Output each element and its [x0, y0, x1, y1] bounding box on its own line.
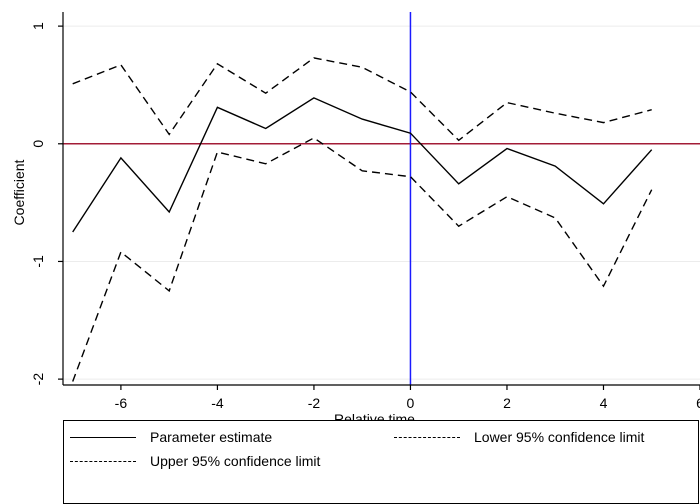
y-tick-label: 1	[30, 22, 46, 30]
legend-swatch-dashed	[70, 460, 136, 462]
x-tick-label: 4	[600, 395, 608, 411]
legend-label: Upper 95% confidence limit	[150, 453, 321, 469]
legend-label: Parameter estimate	[150, 429, 273, 445]
legend: Parameter estimate Lower 95% confidence …	[63, 420, 699, 504]
legend-item-parameter-estimate: Parameter estimate	[70, 429, 272, 445]
legend-item-upper-ci: Upper 95% confidence limit	[70, 453, 320, 469]
series-line-upper-ci	[72, 57, 652, 142]
y-tick-label: -2	[30, 373, 46, 386]
series-line-lower-ci	[72, 137, 653, 382]
x-tick-label: 2	[503, 395, 511, 411]
axes: -2 -1 0 1 -6 -4 -2 0 2 4 6	[30, 12, 700, 411]
y-tick-label: 0	[30, 140, 46, 148]
x-tick-label: -4	[211, 395, 224, 411]
x-tick-label: -6	[115, 395, 128, 411]
y-tick-label: -1	[30, 255, 46, 268]
line-chart: -2 -1 0 1 -6 -4 -2 0 2 4 6 Relative time Coefficie…	[11, 12, 700, 420]
x-axis-title: Relative time	[334, 411, 415, 420]
legend-item-lower-ci: Lower 95% confidence limit	[394, 429, 644, 445]
legend-swatch-solid	[70, 436, 136, 438]
y-axis-title: Coefficient	[11, 159, 27, 225]
x-tick-label: 0	[407, 395, 415, 411]
legend-label: Lower 95% confidence limit	[474, 429, 645, 445]
legend-swatch-dashed	[394, 436, 460, 438]
x-tick-label: 6	[696, 395, 700, 411]
reference-lines	[63, 12, 700, 385]
series-lines	[72, 57, 653, 382]
series-line-parameter-estimate	[72, 97, 653, 233]
x-tick-label: -2	[308, 395, 321, 411]
